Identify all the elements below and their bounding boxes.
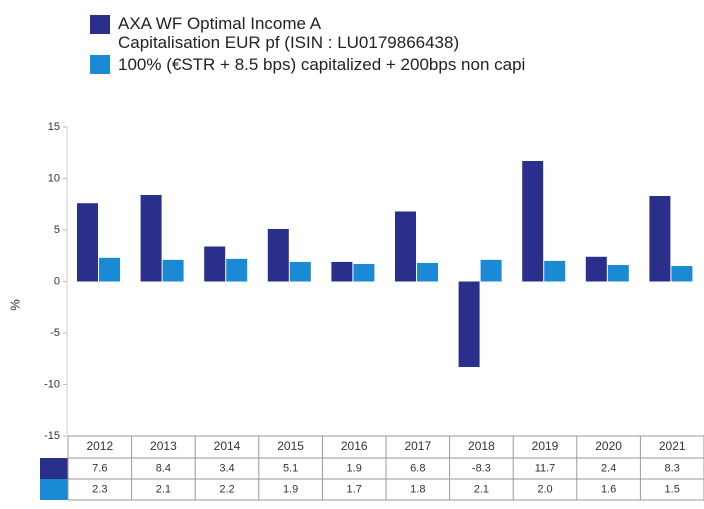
x-tick-label: 2016 bbox=[341, 439, 368, 453]
x-tick-label: 2019 bbox=[532, 439, 559, 453]
x-tick-label: 2012 bbox=[86, 439, 113, 453]
table-swatch bbox=[40, 458, 68, 479]
bar bbox=[480, 259, 502, 282]
bar bbox=[226, 258, 248, 282]
table-value: 1.7 bbox=[347, 483, 362, 495]
table-value: 1.8 bbox=[410, 483, 425, 495]
table-value: 3.4 bbox=[219, 462, 234, 474]
bar bbox=[607, 265, 629, 282]
table-value: 6.8 bbox=[410, 462, 425, 474]
table-value: 2.4 bbox=[601, 462, 616, 474]
bar bbox=[289, 261, 311, 282]
table-swatch bbox=[40, 479, 68, 500]
bar bbox=[140, 194, 162, 282]
y-tick-label: -15 bbox=[44, 430, 60, 442]
table-value: 1.9 bbox=[283, 483, 298, 495]
table-value: 2.1 bbox=[156, 483, 171, 495]
table-value: -8.3 bbox=[472, 462, 491, 474]
bar bbox=[331, 261, 353, 282]
bar bbox=[585, 256, 607, 282]
table-value: 2.2 bbox=[219, 483, 234, 495]
y-tick-label: 10 bbox=[48, 172, 60, 184]
bar bbox=[458, 281, 480, 367]
y-tick-label: 0 bbox=[54, 275, 60, 287]
y-tick-label: 15 bbox=[48, 121, 60, 133]
bar bbox=[671, 266, 693, 282]
table-value: 1.6 bbox=[601, 483, 616, 495]
table-value: 8.3 bbox=[665, 462, 680, 474]
legend-swatch bbox=[90, 15, 110, 34]
table-value: 1.9 bbox=[347, 462, 362, 474]
table-value: 2.3 bbox=[92, 483, 107, 495]
bar bbox=[77, 203, 98, 282]
bar bbox=[353, 263, 375, 282]
bar bbox=[544, 260, 566, 282]
bar bbox=[522, 160, 544, 282]
table-value: 8.4 bbox=[156, 462, 171, 474]
y-tick-label: 5 bbox=[54, 224, 60, 236]
table-value: 2.1 bbox=[474, 483, 489, 495]
bar bbox=[99, 257, 120, 282]
legend-label: AXA WF Optimal Income A Capitalisation E… bbox=[118, 14, 460, 52]
bar bbox=[417, 262, 438, 282]
x-tick-label: 2013 bbox=[150, 439, 177, 453]
table-value: 1.5 bbox=[665, 483, 680, 495]
table-value: 11.7 bbox=[535, 462, 556, 474]
table-value: 7.6 bbox=[92, 462, 107, 474]
legend-swatch bbox=[90, 55, 110, 74]
table-value: 2.0 bbox=[537, 483, 552, 495]
y-tick-label: -10 bbox=[44, 378, 60, 390]
bar bbox=[204, 246, 226, 282]
y-axis-label: % bbox=[7, 299, 22, 311]
x-tick-label: 2015 bbox=[277, 439, 304, 453]
bar bbox=[162, 259, 184, 282]
x-tick-label: 2021 bbox=[659, 439, 686, 453]
bar bbox=[267, 228, 289, 282]
x-tick-label: 2014 bbox=[214, 439, 241, 453]
bar bbox=[649, 196, 671, 282]
x-tick-label: 2020 bbox=[595, 439, 622, 453]
x-tick-label: 2017 bbox=[404, 439, 431, 453]
legend-label: 100% (€STR + 8.5 bps) capitalized + 200b… bbox=[118, 55, 526, 74]
table-value: 5.1 bbox=[283, 462, 298, 474]
y-tick-label: -5 bbox=[50, 327, 60, 339]
bar bbox=[395, 211, 416, 282]
x-tick-label: 2018 bbox=[468, 439, 495, 453]
